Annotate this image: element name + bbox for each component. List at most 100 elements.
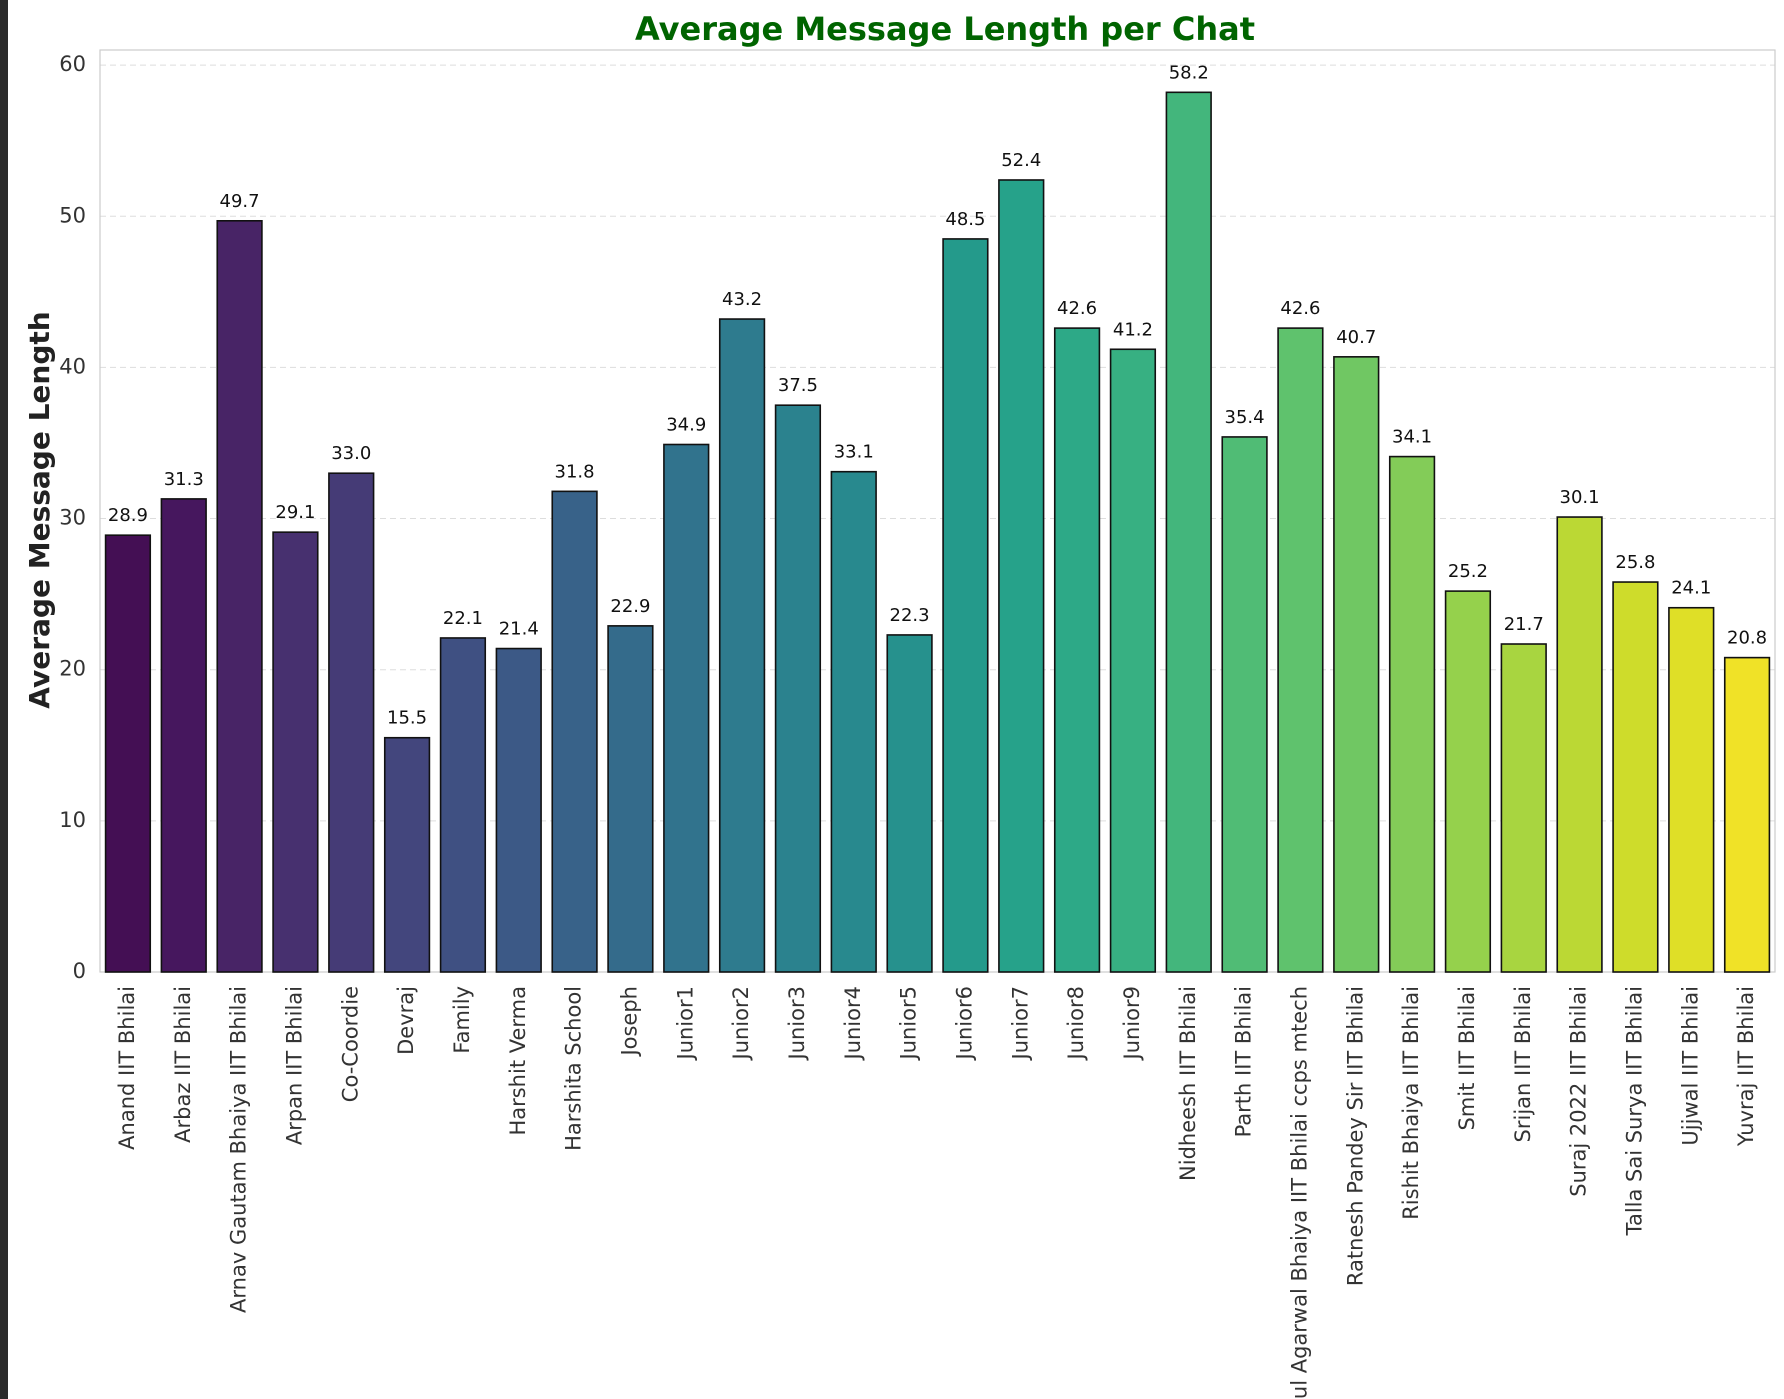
x-tick-label: Junior5 (897, 986, 921, 1062)
bar-value-label: 29.1 (275, 502, 315, 523)
x-tick-label: Junior8 (1064, 986, 1088, 1062)
y-tick-label: 0 (73, 959, 86, 983)
bar (1612, 581, 1659, 973)
x-tick-label: Junior4 (841, 986, 865, 1062)
x-tick-label: Family (450, 986, 474, 1054)
bar (1221, 436, 1268, 973)
x-tick-label: Junior7 (1008, 986, 1032, 1062)
bar-value-label: 24.1 (1671, 578, 1711, 599)
chart-canvas: Average Message Length per Chat Average … (8, 0, 1784, 1399)
bar-value-label: 22.9 (610, 596, 650, 617)
bar-value-label: 25.8 (1615, 552, 1655, 573)
chart-title: Average Message Length per Chat (635, 10, 1255, 48)
x-tick-label: Ratnesh Pandey Sir IIT Bhilai (1343, 986, 1367, 1286)
bar (1053, 327, 1101, 973)
x-tick-label: Junior2 (729, 986, 753, 1062)
x-tick-label: Harshita School (562, 986, 586, 1151)
x-tick-label: Arbaz IIT Bhilai (171, 986, 195, 1143)
bar (830, 470, 877, 973)
bar (1165, 91, 1212, 973)
bar-value-label: 25.2 (1448, 561, 1488, 582)
bar (1723, 656, 1771, 973)
bar (272, 531, 319, 973)
x-axis: Anand IIT Bhilai Arbaz IIT Bhilai Arnav Ga… (115, 986, 1758, 1399)
bar-value-label: 31.8 (555, 461, 595, 482)
value-labels: 28.9 31.3 49.7 29.1 33.0 15.5 22.1 21.4 31.8 22.9… (108, 62, 1767, 728)
y-tick-label: 40 (59, 354, 86, 378)
bar (1500, 643, 1547, 973)
bar (942, 238, 989, 973)
bar (216, 219, 263, 973)
bar-chart: Average Message Length per Chat Average … (23, 10, 1776, 1399)
x-tick-label: Nidheesh IIT Bhilai (1176, 986, 1200, 1181)
bar (774, 404, 822, 973)
bar-value-label: 43.2 (722, 289, 762, 310)
plot-area (99, 49, 1776, 973)
bar-value-label: 33.1 (834, 442, 874, 463)
x-tick-label: Suraj 2022 IIT Bhilai (1567, 986, 1591, 1197)
x-tick-label: Junior9 (1120, 986, 1144, 1062)
y-tick-label: 10 (59, 808, 86, 832)
bar (663, 443, 710, 973)
bar-value-label: 34.1 (1392, 427, 1432, 448)
bar-value-label: 48.5 (945, 209, 985, 230)
gridlines (100, 64, 1775, 822)
bar (104, 534, 152, 973)
x-tick-label: Rishit Bhaiya IIT Bhilai (1399, 986, 1423, 1220)
bar (886, 634, 933, 973)
bar (1668, 606, 1715, 973)
bar-value-label: 58.2 (1169, 62, 1209, 83)
x-tick-label: Ujjwal IIT Bhilai (1678, 986, 1702, 1146)
x-tick-label: Arnav Gautam Bhaiya IIT Bhilai (227, 986, 251, 1313)
bar-value-label: 40.7 (1336, 327, 1376, 348)
bar (718, 318, 766, 973)
y-tick-label: 30 (59, 506, 86, 530)
bar-value-label: 49.7 (220, 191, 260, 212)
bar-value-label: 20.8 (1727, 628, 1767, 649)
bar (1277, 327, 1324, 973)
bar (1556, 516, 1603, 973)
x-tick-label: Parth IIT Bhilai (1232, 986, 1256, 1137)
x-tick-label: Harshit Verma (506, 986, 530, 1136)
bar-value-label: 31.3 (164, 469, 204, 490)
y-axis-title: Average Message Length (23, 311, 56, 708)
x-tick-label: Mehul Agarwal Bhaiya IIT Bhilai ccps mte… (1287, 986, 1311, 1399)
bar (1444, 590, 1492, 973)
y-tick-label: 20 (59, 657, 86, 681)
bar-value-label: 21.4 (499, 619, 539, 640)
y-tick-label: 60 (59, 52, 86, 76)
x-tick-label: Junior3 (785, 986, 809, 1062)
x-tick-label: Yuvraj IIT Bhilai (1734, 986, 1758, 1147)
x-tick-label: Devraj (394, 986, 418, 1055)
bar-value-label: 41.2 (1113, 319, 1153, 340)
bar-value-label: 15.5 (387, 708, 427, 729)
bar-value-label: 21.7 (1504, 614, 1544, 635)
bar (551, 490, 598, 973)
x-tick-label: Anand IIT Bhilai (115, 986, 139, 1150)
bar-value-label: 30.1 (1560, 487, 1600, 508)
bar-value-label: 28.9 (108, 505, 148, 526)
x-tick-label: Talla Sai Surya IIT Bhilai (1622, 986, 1646, 1236)
y-axis: 0 10 20 30 40 50 60 (59, 52, 86, 983)
bar-value-label: 22.1 (443, 608, 483, 629)
bar-value-label: 37.5 (778, 375, 818, 396)
bar-value-label: 34.9 (666, 414, 706, 435)
bar (607, 625, 654, 973)
x-tick-label: Joseph (617, 986, 641, 1058)
bar (1333, 356, 1380, 973)
x-tick-label: Co-Coordie (338, 986, 362, 1102)
x-tick-label: Srijan IIT Bhilai (1511, 986, 1535, 1142)
y-tick-label: 50 (59, 203, 86, 227)
x-tick-label: Smit IIT Bhilai (1455, 986, 1479, 1131)
bar (495, 647, 542, 973)
bar-value-label: 52.4 (1001, 150, 1041, 171)
bar-value-label: 35.4 (1225, 407, 1265, 428)
bar (160, 498, 207, 973)
bar (328, 472, 375, 973)
x-tick-label: Arpan IIT Bhilai (282, 986, 306, 1145)
bar-value-label: 42.6 (1057, 298, 1097, 319)
bar (1388, 455, 1436, 973)
bar (1109, 348, 1157, 973)
bar (439, 637, 487, 973)
bars (104, 91, 1771, 973)
